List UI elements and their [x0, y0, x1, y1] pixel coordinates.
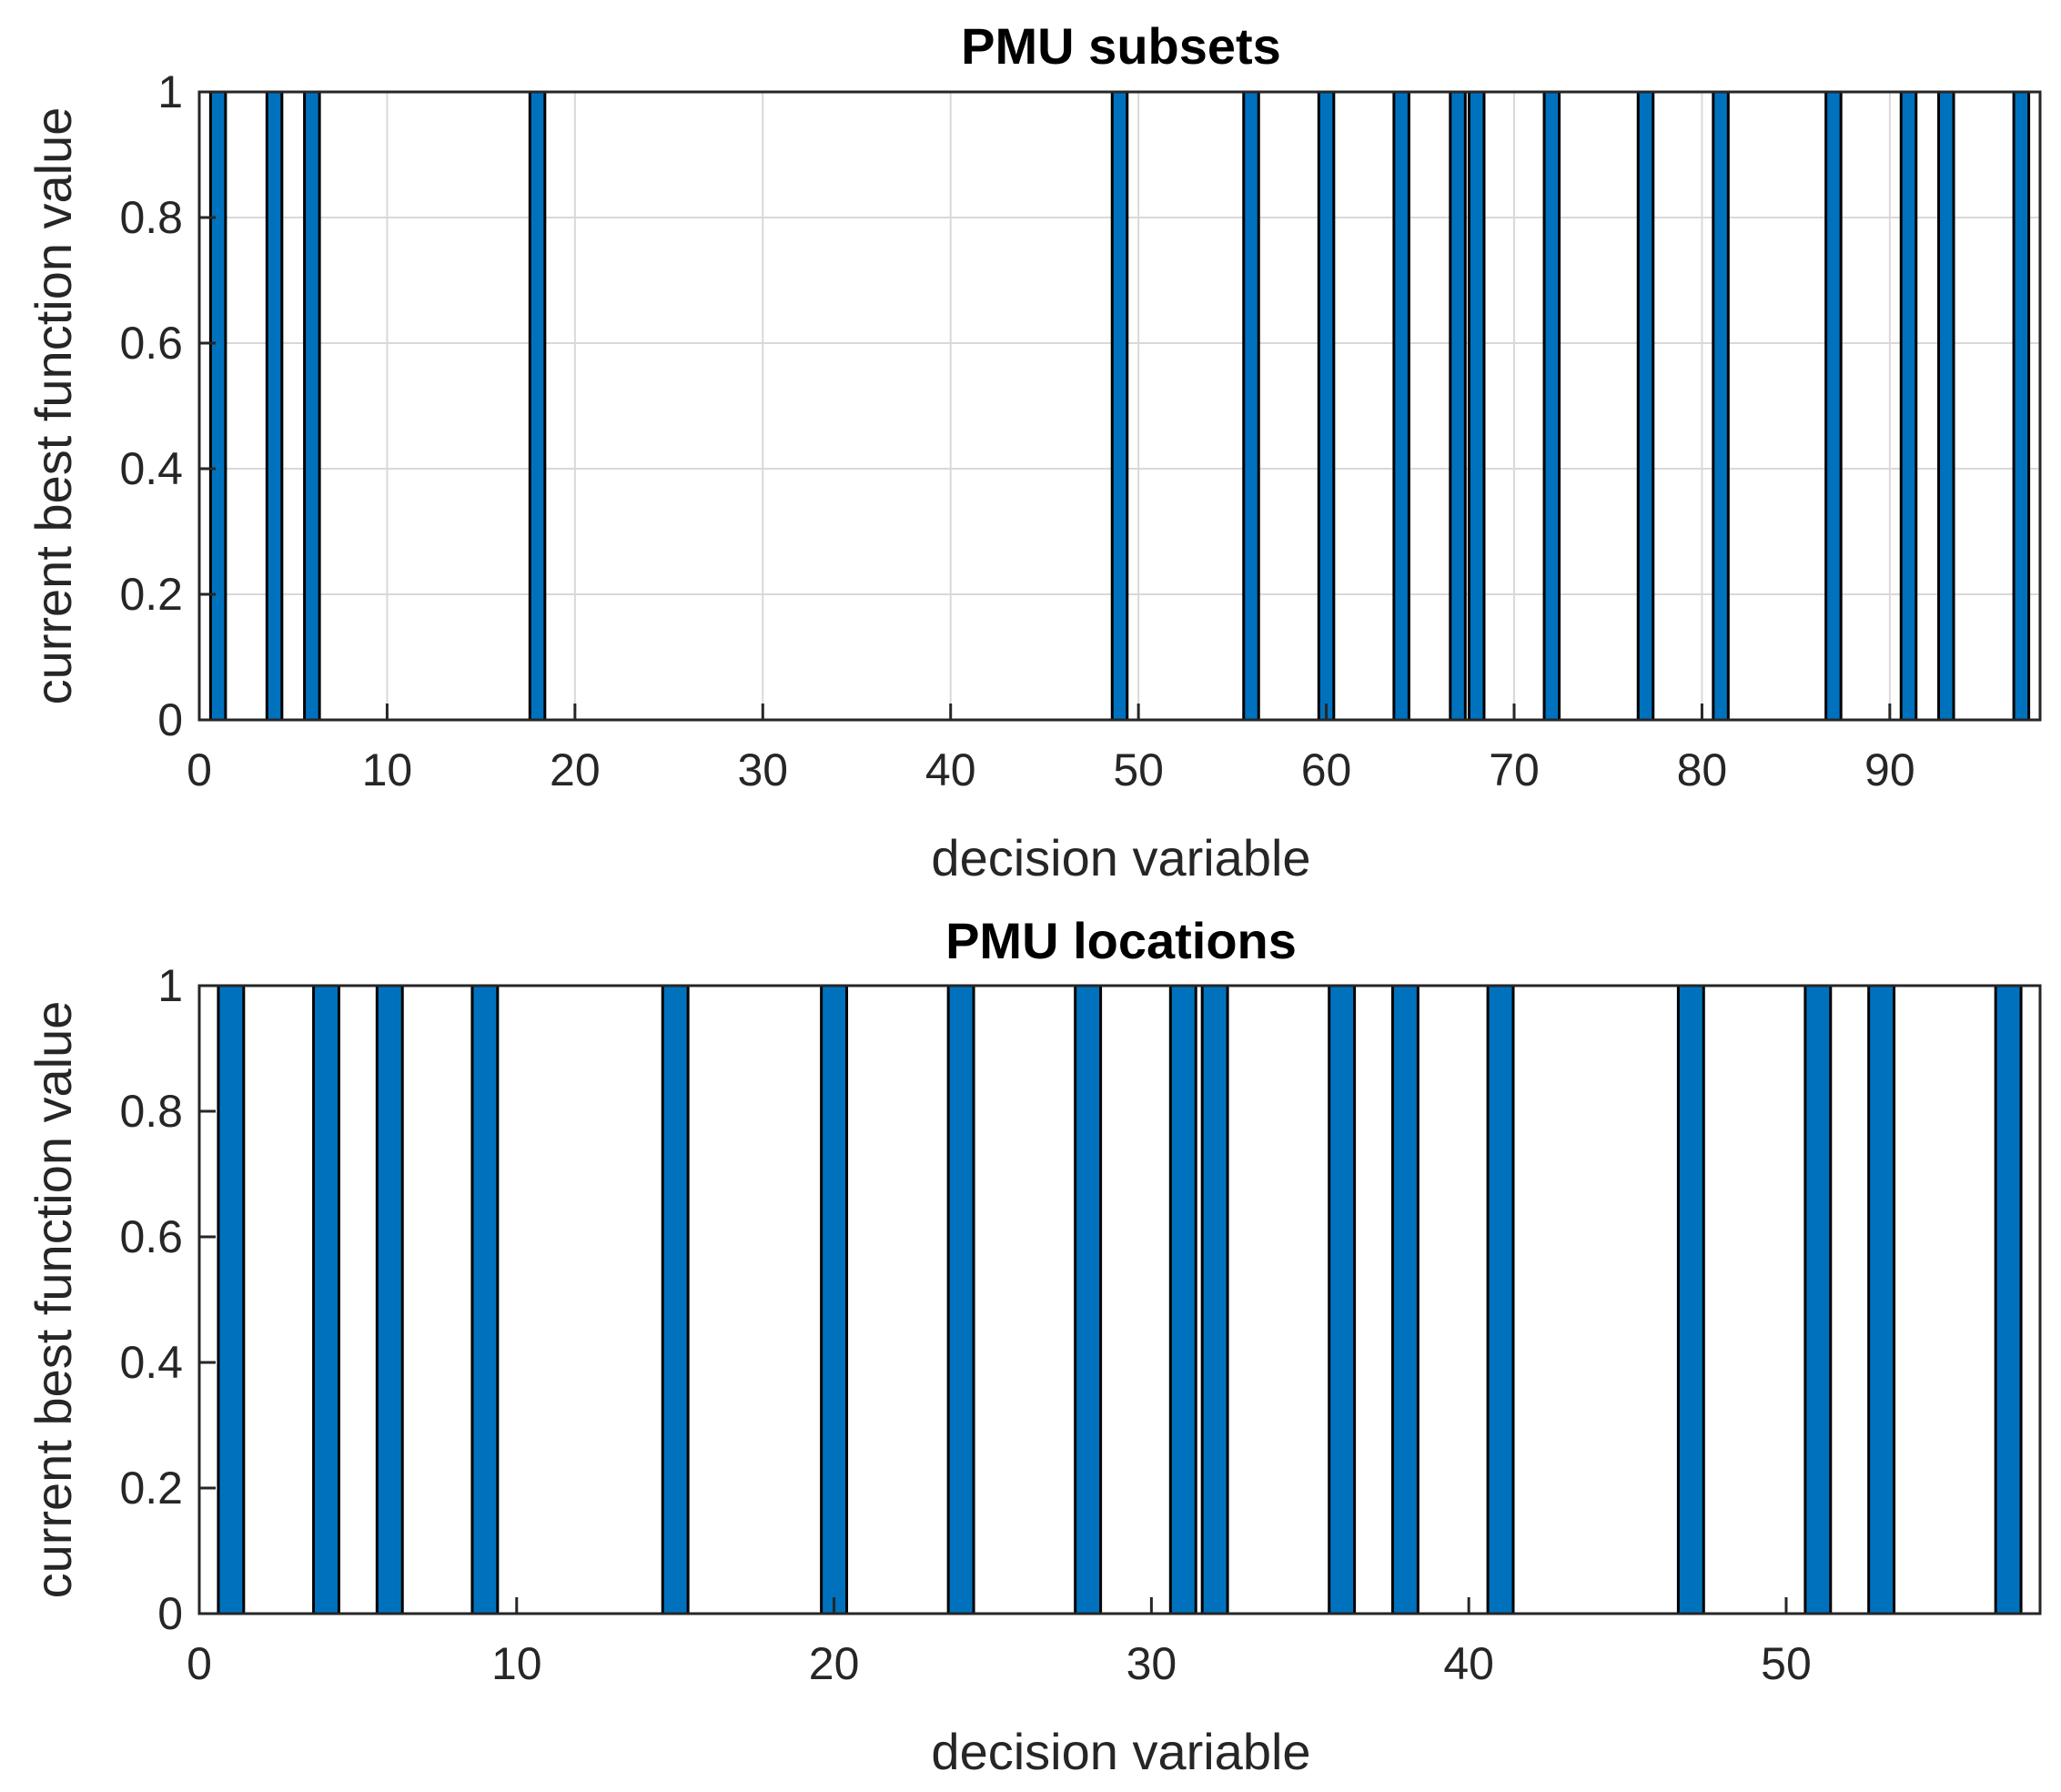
bar	[1824, 90, 1843, 722]
y-ticks: 0 0.2 0.4 0.6 0.8 1	[119, 66, 216, 745]
bar	[1712, 90, 1730, 722]
bar	[1542, 90, 1561, 722]
x-tick-label: 10	[362, 744, 413, 795]
x-tick-label: 40	[925, 744, 976, 795]
bar	[312, 984, 340, 1615]
bar	[1392, 90, 1410, 722]
y-tick-label: 1	[157, 960, 183, 1011]
x-tick-label: 90	[1864, 744, 1915, 795]
bar	[1200, 984, 1229, 1615]
y-tick-label: 0.4	[119, 443, 183, 494]
chart-title: PMU subsets	[961, 17, 1281, 75]
bar	[1937, 90, 1955, 722]
y-tick-label: 0.8	[119, 192, 183, 243]
x-ticks: 0 10 20 30 40 50 60 70 80 90	[187, 704, 1915, 795]
y-tick-label: 0.6	[119, 318, 183, 369]
bar	[470, 984, 500, 1615]
y-tick-label: 0.6	[119, 1211, 183, 1262]
y-tick-label: 0	[157, 1588, 183, 1639]
x-tick-label: 60	[1301, 744, 1352, 795]
y-tick-label: 0.8	[119, 1086, 183, 1137]
x-tick-label: 20	[809, 1638, 860, 1689]
bar	[528, 90, 547, 722]
y-axis-label: current best function value	[25, 107, 82, 705]
bar	[303, 90, 321, 722]
chart-pmu-locations: PMU locations 0 10 20 30 40 50 0 0.2 0.4 0.6 0.8 1…	[25, 912, 2042, 1780]
x-ticks: 0 10 20 30 40 50	[187, 1597, 1812, 1689]
bar	[265, 90, 284, 722]
bar	[1074, 984, 1103, 1615]
bars	[208, 90, 2031, 722]
bar	[1676, 984, 1705, 1615]
x-tick-label: 10	[491, 1638, 542, 1689]
y-tick-label: 1	[157, 66, 183, 117]
chart-title: PMU locations	[945, 912, 1297, 969]
bar	[208, 90, 227, 722]
x-tick-label: 70	[1489, 744, 1540, 795]
bar	[375, 984, 404, 1615]
x-tick-label: 0	[187, 744, 212, 795]
bar	[1486, 984, 1515, 1615]
bar	[1867, 984, 1896, 1615]
y-tick-label: 0.2	[119, 1463, 183, 1514]
bar	[1242, 90, 1260, 722]
x-axis-label: decision variable	[931, 1723, 1310, 1780]
bar	[1110, 90, 1129, 722]
x-axis-label: decision variable	[931, 829, 1310, 886]
bar	[1994, 984, 2023, 1615]
bar	[1328, 984, 1357, 1615]
x-tick-label: 50	[1113, 744, 1164, 795]
y-axis-label: current best function value	[25, 1001, 82, 1599]
x-tick-label: 0	[187, 1638, 212, 1689]
x-tick-label: 50	[1761, 1638, 1812, 1689]
bar	[217, 984, 246, 1615]
y-tick-label: 0.2	[119, 569, 183, 620]
plot-frame	[197, 984, 2042, 1615]
bar	[1467, 90, 1486, 722]
bar	[661, 984, 690, 1615]
y-tick-label: 0.4	[119, 1337, 183, 1388]
bar	[946, 984, 975, 1615]
bars	[217, 984, 2023, 1615]
bar	[820, 984, 849, 1615]
bar	[1636, 90, 1655, 722]
x-tick-label: 80	[1677, 744, 1728, 795]
x-tick-label: 30	[737, 744, 788, 795]
bar	[2012, 90, 2031, 722]
bar	[1317, 90, 1336, 722]
x-tick-label: 30	[1126, 1638, 1177, 1689]
bar	[1449, 90, 1467, 722]
bar	[1803, 984, 1833, 1615]
chart-pmu-subsets: PMU subsets 0 10 20 30 40 50 60 70 80 90 00.20.40…	[25, 17, 2042, 886]
y-ticks: 0 0.2 0.4 0.6 0.8 1	[119, 960, 216, 1639]
x-tick-label: 20	[550, 744, 601, 795]
bar	[1168, 984, 1197, 1615]
bar	[1390, 984, 1419, 1615]
y-tick-label: 0	[157, 694, 183, 745]
x-tick-label: 40	[1443, 1638, 1494, 1689]
bar	[1899, 90, 1918, 722]
plot-frame	[197, 90, 2042, 722]
